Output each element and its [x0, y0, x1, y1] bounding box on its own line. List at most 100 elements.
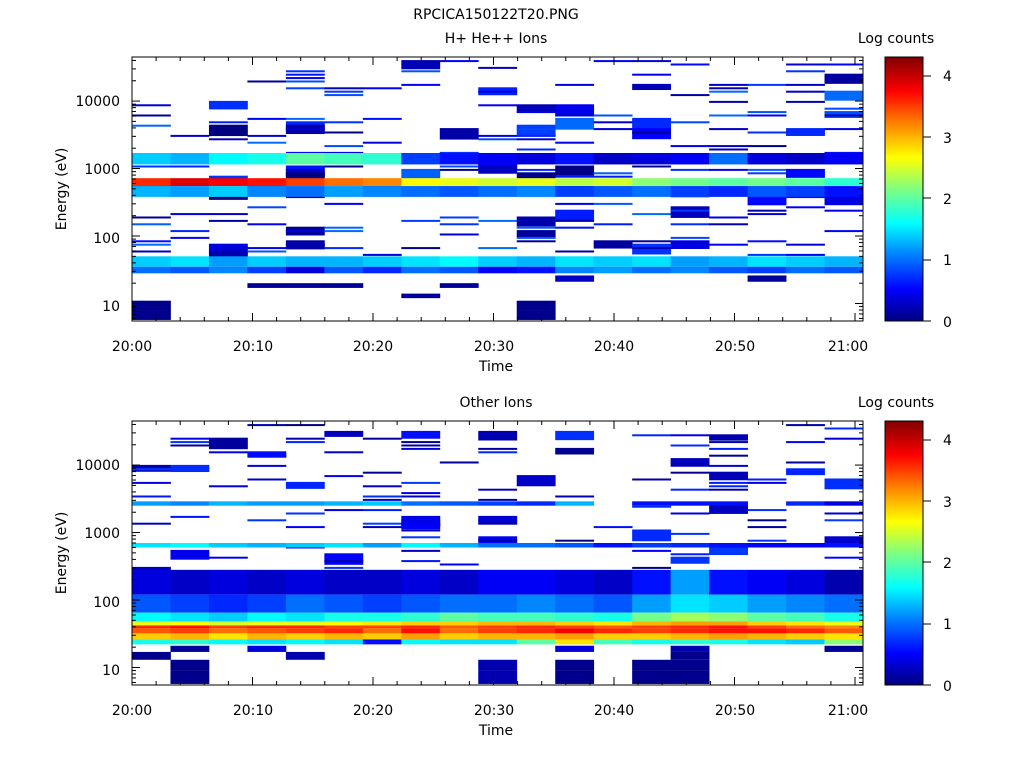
heatmap-cell — [632, 178, 672, 187]
heatmap-noise-cell — [132, 250, 171, 253]
heatmap-cell — [247, 266, 287, 274]
heatmap-noise-cell — [478, 498, 518, 501]
heatmap-cell — [132, 633, 171, 640]
panel-2-y-axis-label: Energy (eV) — [54, 512, 70, 595]
heatmap-noise-cell — [401, 536, 441, 539]
heatmap-noise-cell — [516, 104, 556, 113]
heatmap-noise-cell — [362, 522, 402, 525]
heatmap-noise-cell — [747, 209, 787, 212]
heatmap-noise-cell — [709, 488, 748, 491]
figure-title: RPCICA150122T20.PNG — [413, 7, 578, 23]
heatmap-cell — [132, 178, 171, 187]
heatmap-cell — [593, 186, 633, 197]
heatmap-cell — [593, 621, 633, 626]
heatmap-noise-cell — [593, 526, 633, 529]
heatmap-noise-cell — [632, 247, 672, 250]
heatmap-cell — [786, 186, 825, 197]
panel-1-colorbar-tick-labels: 0 1 2 3 4 — [943, 69, 952, 331]
heatmap-cell — [478, 659, 518, 671]
heatmap-noise-cell — [824, 63, 864, 66]
heatmap-cell — [132, 612, 171, 622]
heatmap-noise-cell — [709, 223, 748, 226]
heatmap-cell — [478, 186, 518, 197]
y-tick-label: 10000 — [75, 458, 120, 474]
heatmap-cell — [824, 621, 864, 626]
heatmap-cell — [555, 152, 595, 165]
heatmap-noise-cell — [439, 223, 479, 226]
heatmap-noise-cell — [516, 226, 556, 229]
heatmap-cell — [478, 612, 518, 622]
heatmap-cell — [670, 594, 710, 613]
heatmap-noise-cell — [516, 172, 556, 180]
x-tick-label: 20:30 — [474, 339, 514, 355]
heatmap-cell — [632, 152, 672, 165]
heatmap-cell — [439, 186, 479, 197]
heatmap-cell — [709, 152, 748, 165]
heatmap-noise-cell — [709, 114, 748, 117]
heatmap-noise-cell — [516, 124, 556, 137]
heatmap-noise-cell — [285, 526, 325, 529]
heatmap-cell — [324, 542, 364, 548]
heatmap-noise-cell — [709, 485, 748, 488]
heatmap-cell — [516, 186, 556, 197]
heatmap-cell — [786, 621, 825, 626]
heatmap-cell — [247, 501, 287, 506]
x-tick-label: 20:10 — [233, 339, 273, 355]
heatmap-cell — [247, 569, 287, 595]
heatmap-cell — [824, 501, 864, 506]
heatmap-cell — [362, 628, 402, 634]
heatmap-cell — [747, 266, 787, 274]
x-tick-label: 20:40 — [594, 339, 634, 355]
heatmap-cell — [132, 569, 171, 595]
heatmap-cell — [555, 625, 595, 629]
heatmap-cell — [747, 625, 787, 629]
heatmap-cell — [362, 625, 402, 629]
heatmap-cell — [593, 625, 633, 629]
heatmap-noise-cell — [824, 519, 864, 522]
heatmap-noise-cell — [401, 529, 441, 532]
heatmap-noise-cell — [632, 549, 672, 552]
heatmap-cell — [555, 659, 595, 671]
heatmap-noise-cell — [324, 226, 364, 229]
heatmap-cell — [709, 186, 748, 197]
heatmap-cell — [439, 625, 479, 629]
heatmap-noise-cell — [285, 196, 325, 199]
heatmap-noise-cell — [824, 536, 864, 547]
heatmap-noise-cell — [247, 247, 287, 250]
panel-1-plot-frame — [131, 56, 864, 322]
heatmap-cell — [362, 633, 402, 640]
heatmap-cell — [247, 178, 287, 187]
heatmap-noise-cell — [247, 117, 287, 120]
heatmap-cell — [478, 266, 518, 274]
heatmap-noise-cell — [324, 121, 364, 124]
heatmap-cell — [670, 178, 710, 187]
heatmap-noise-cell — [709, 471, 748, 481]
heatmap-cell — [324, 594, 364, 613]
heatmap-noise-cell — [285, 128, 325, 131]
heatmap-noise-cell — [478, 134, 518, 137]
heatmap-cell — [516, 266, 556, 274]
heatmap-cell — [516, 310, 556, 320]
heatmap-cell — [632, 256, 672, 267]
heatmap-cell — [786, 542, 825, 548]
heatmap-cell — [824, 612, 864, 622]
heatmap-cell — [324, 625, 364, 629]
heatmap-cell — [170, 659, 210, 671]
heatmap-cell — [670, 569, 710, 595]
heatmap-noise-cell — [170, 134, 210, 137]
heatmap-cell — [132, 310, 171, 320]
colorbar-tick-label: 3 — [943, 495, 952, 511]
heatmap-cell — [208, 178, 248, 187]
x-tick-label: 20:20 — [353, 703, 393, 719]
heatmap-cell — [324, 628, 364, 634]
heatmap-cell — [516, 152, 556, 165]
heatmap-noise-cell — [362, 253, 402, 256]
heatmap-cell — [401, 621, 441, 626]
heatmap-cell — [247, 645, 287, 652]
heatmap-cell — [516, 639, 556, 645]
heatmap-noise-cell — [439, 60, 479, 63]
heatmap-noise-cell — [132, 114, 171, 117]
heatmap-cell — [747, 639, 787, 645]
heatmap-noise-cell — [208, 451, 248, 454]
colorbar-tick-label: 4 — [943, 433, 952, 449]
